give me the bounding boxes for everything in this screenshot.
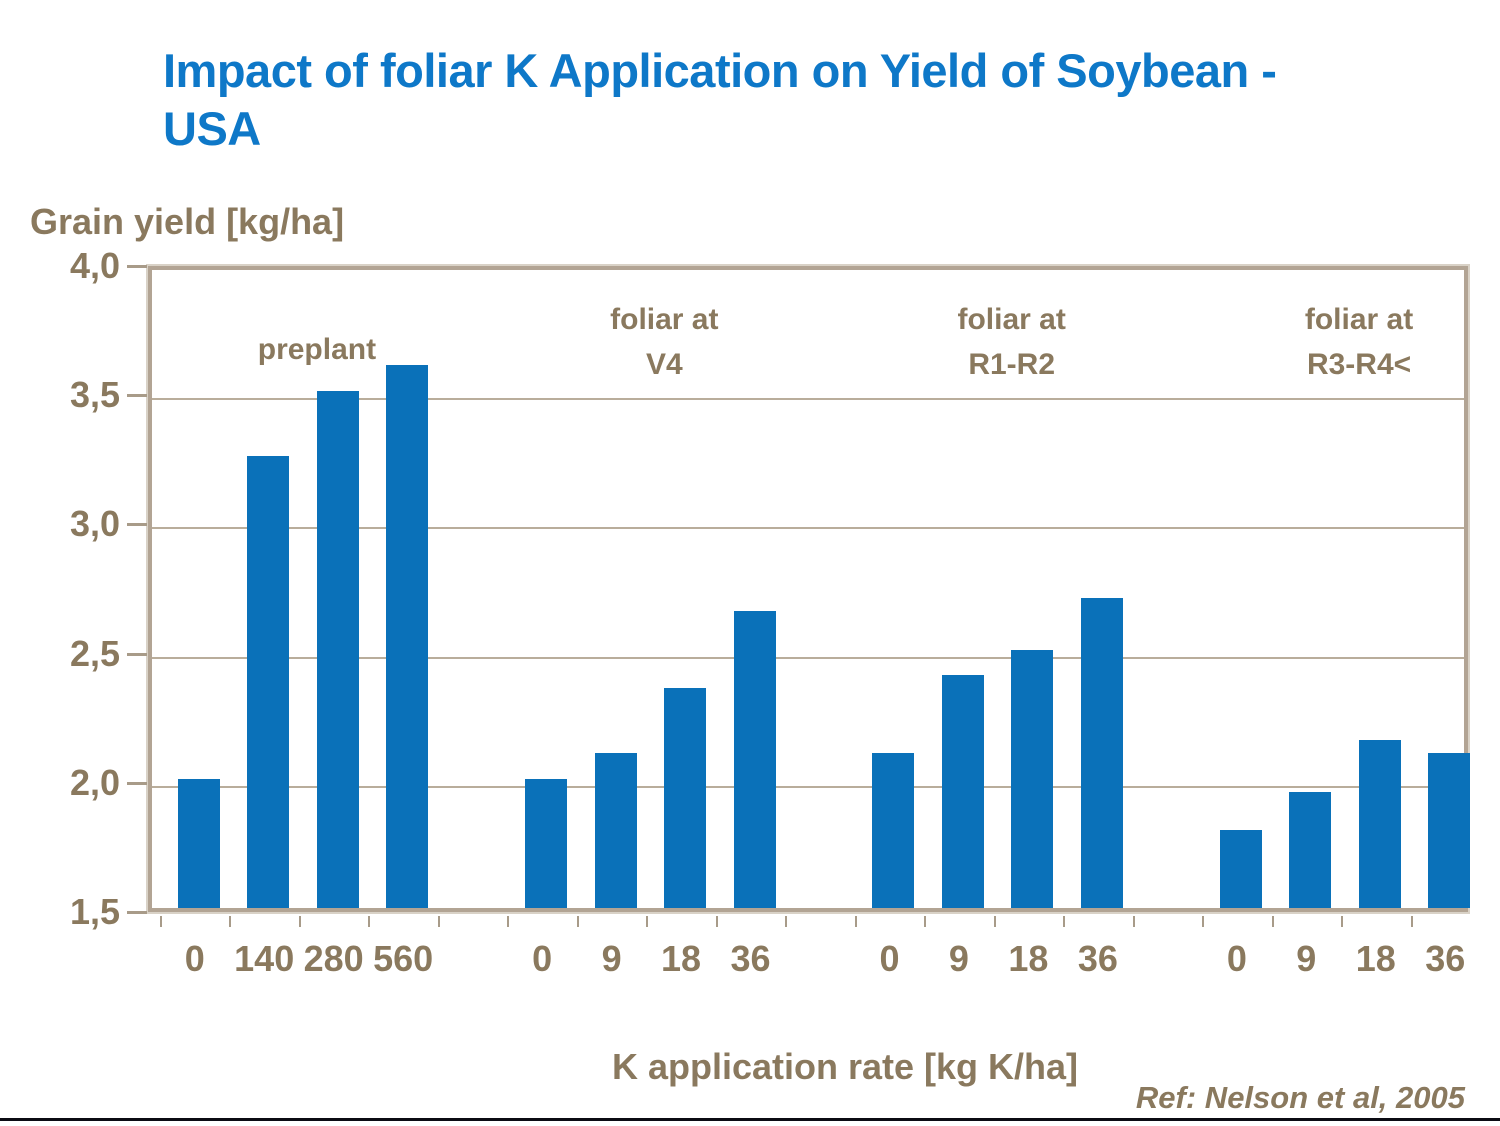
group-label-line: foliar at (1304, 303, 1414, 336)
bar-preplant-280 (316, 391, 359, 908)
ytick-mark (127, 652, 147, 656)
group-label-foliar at-r3-r4<: foliar at R3-R4< (1229, 297, 1489, 387)
xtick-mark (715, 916, 718, 927)
bar-preplant-140 (247, 455, 290, 908)
xtick-mark (368, 916, 371, 927)
group-label-line: V4 (645, 348, 683, 381)
bar-foliar at-r1-r2-18 (1011, 649, 1054, 908)
gridline-3 (152, 527, 1464, 530)
bar-preplant-0 (177, 778, 220, 908)
xtick-label: 0 (879, 938, 900, 979)
ytick-mark (127, 523, 147, 527)
xtick-mark (160, 916, 162, 927)
ytick-label: 1,5 (69, 891, 120, 932)
group-label-foliar at-r1-r2: foliar at R1-R2 (882, 297, 1142, 387)
bar-foliar at-v4-18 (664, 688, 707, 908)
bar-preplant-560 (386, 365, 429, 908)
ytick-mark (127, 911, 147, 914)
xtick-mark (1063, 916, 1066, 927)
xtick-label: 0 (532, 938, 553, 979)
group-label-line: R1-R2 (968, 348, 1056, 381)
xtick-mark (854, 916, 857, 927)
ytick-label: 2,5 (69, 632, 120, 674)
bar-foliar at-r3-r4<-0 (1219, 830, 1262, 908)
plot-area (146, 264, 1471, 914)
xtick-label: 280 (303, 938, 364, 979)
chart-title: Impact of foliar K Application on Yield … (163, 42, 1277, 158)
ytick-label: 3,0 (69, 503, 120, 545)
bar-foliar at-r3-r4<-36 (1428, 752, 1471, 908)
xtick-label: 9 (601, 938, 622, 979)
xtick-label: 560 (373, 938, 434, 979)
bar-foliar at-v4-9 (594, 752, 637, 908)
xtick-mark (1410, 916, 1413, 927)
chart-title-line1: Impact of foliar K Application on Yield … (163, 44, 1277, 97)
chart-title-line2: USA (163, 102, 261, 155)
gridline-2 (152, 785, 1464, 788)
xtick-mark (785, 916, 788, 927)
bar-foliar at-v4-36 (733, 610, 776, 908)
bar-foliar at-r1-r2-9 (941, 675, 984, 908)
bar-foliar at-r3-r4<-18 (1358, 740, 1401, 908)
bar-foliar at-r3-r4<-9 (1289, 791, 1332, 908)
ytick-label: 2,0 (69, 761, 120, 803)
xtick-mark (1202, 916, 1205, 927)
bottom-rule (0, 1118, 1500, 1121)
xtick-label: 9 (948, 938, 969, 979)
xtick-mark (1132, 916, 1135, 927)
ytick-mark (127, 394, 147, 398)
ytick-label: 3,5 (69, 374, 120, 416)
bar-foliar at-r1-r2-36 (1080, 597, 1123, 908)
xtick-mark (298, 916, 301, 927)
xtick-mark (576, 916, 579, 927)
xtick-label: 0 (1226, 938, 1247, 979)
y-axis-title: Grain yield [kg/ha] (30, 201, 345, 242)
group-label-foliar at-v4: foliar at V4 (534, 297, 794, 387)
reference-text: Ref: Nelson et al, 2005 (1135, 1080, 1465, 1115)
bar-foliar at-r1-r2-0 (872, 752, 915, 908)
gridline-3.5 (152, 398, 1464, 401)
xtick-mark (1271, 916, 1274, 927)
xtick-label: 140 (234, 938, 295, 979)
group-label-line: foliar at (610, 303, 719, 336)
xtick-label: 36 (1425, 938, 1466, 979)
ytick-mark (127, 781, 147, 785)
xtick-mark (1341, 916, 1344, 927)
xtick-mark (229, 916, 232, 927)
xtick-mark (993, 916, 996, 927)
group-label-line: R3-R4< (1306, 348, 1412, 381)
xtick-label: 36 (730, 938, 771, 979)
group-label-line: foliar at (957, 303, 1066, 336)
group-label-line: preplant (257, 333, 377, 366)
xtick-label: 9 (1296, 938, 1317, 979)
bar-foliar at-v4-0 (525, 778, 568, 908)
xtick-mark (924, 916, 927, 927)
xtick-mark (507, 916, 510, 927)
x-axis-title: K application rate [kg K/ha] (611, 1046, 1079, 1087)
xtick-label: 18 (661, 938, 702, 979)
gridline-2.5 (152, 656, 1464, 659)
xtick-mark (646, 916, 649, 927)
ytick-mark (127, 265, 147, 268)
xtick-label: 36 (1077, 938, 1118, 979)
xtick-label: 18 (1008, 938, 1049, 979)
xtick-mark (437, 916, 440, 927)
xtick-label: 18 (1355, 938, 1396, 979)
ytick-label: 4,0 (69, 245, 120, 286)
group-label-preplant: preplant (187, 327, 447, 372)
xtick-label: 0 (184, 938, 205, 979)
